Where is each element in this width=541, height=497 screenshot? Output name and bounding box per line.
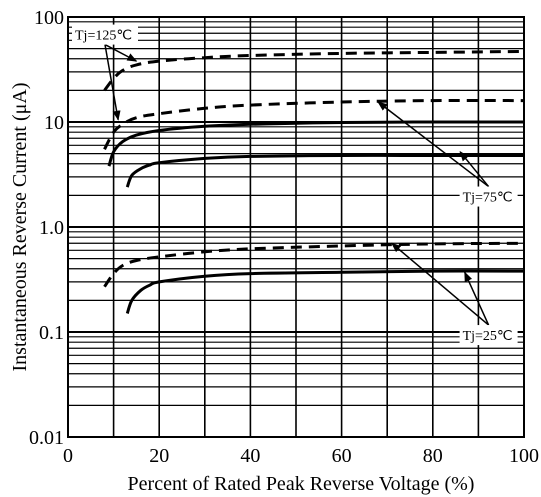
annotation-arrow (390, 242, 490, 326)
annotation-label: Tj=75℃ (463, 191, 513, 206)
x-tick-label: 60 (332, 445, 352, 467)
plot-frame (67, 16, 525, 438)
series-line-6 (125, 269, 525, 314)
series-line-4 (125, 153, 524, 188)
x-tick-label: 80 (423, 445, 443, 467)
series-line-5 (103, 241, 525, 288)
y-axis-label: Instantaneous Reverse Current (μA) (9, 83, 31, 372)
x-tick-label: 20 (149, 445, 169, 467)
annotation-arrow (104, 44, 121, 121)
grid (67, 17, 525, 438)
annotation-arrow (464, 271, 490, 326)
tick-labels: 0 20 40 60 80 100 0.01 0.1 1.0 10 100 (29, 7, 539, 467)
y-tick-label: 1.0 (39, 217, 64, 239)
y-tick-label: 0.1 (39, 322, 64, 344)
annotation-box (459, 325, 518, 346)
x-tick-label: 100 (509, 445, 539, 467)
annotation-label: Tj=25℃ (463, 329, 513, 344)
y-tick-label: 0.01 (29, 427, 64, 449)
annotations: Tj=125℃ Tj=75℃ Tj=25℃ (72, 24, 518, 346)
series-line-1 (103, 49, 525, 92)
annotation-arrow (459, 151, 490, 188)
annotation-label: Tj=125℃ (75, 29, 132, 44)
annotation-box (459, 186, 518, 207)
annotation-arrow (377, 101, 490, 188)
annotation-box (72, 24, 138, 45)
x-tick-label: 0 (63, 445, 73, 467)
series-line-2 (103, 98, 525, 150)
series-line-3 (107, 120, 525, 167)
x-tick-label: 40 (240, 445, 260, 467)
y-tick-label: 100 (34, 7, 64, 29)
y-tick-label: 10 (44, 112, 64, 134)
x-axis-label: Percent of Rated Peak Reverse Voltage (%… (128, 473, 475, 495)
annotation-arrow (104, 43, 138, 62)
